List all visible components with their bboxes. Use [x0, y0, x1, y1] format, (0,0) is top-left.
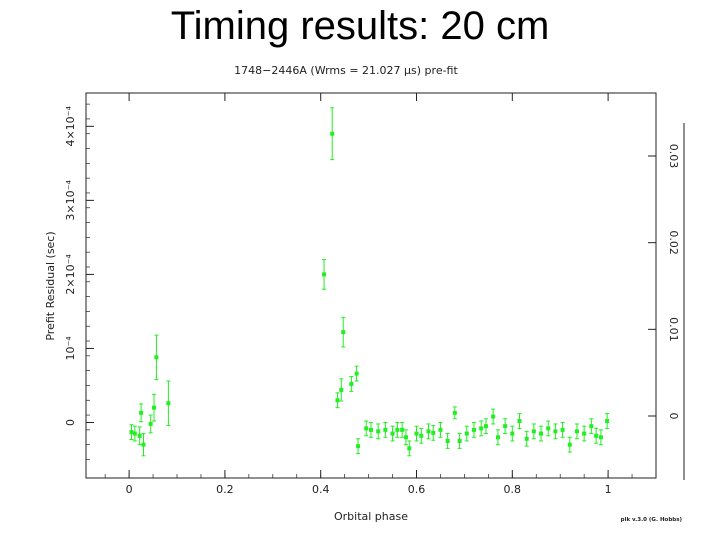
data-point	[426, 429, 431, 434]
data-point	[166, 401, 171, 406]
data-point	[445, 438, 450, 443]
data-point	[356, 444, 361, 449]
data-point	[129, 430, 134, 435]
y-tick-label: 10⁻⁴	[64, 336, 77, 361]
x-tick-label: 0	[126, 483, 133, 496]
right-tick-label: 0.03	[667, 144, 680, 169]
data-point	[354, 371, 359, 376]
right-tick-label: 0	[667, 413, 680, 420]
data-point	[431, 430, 436, 435]
data-point	[524, 436, 529, 441]
right-tick-label: 0.01	[667, 317, 680, 342]
data-point	[471, 427, 476, 432]
slide-title: Timing results: 20 cm	[170, 4, 550, 48]
data-point	[567, 442, 572, 447]
chart-marks: 0 0.2 0.4 0.6 0.8 1 0 10⁻⁴ 2×10⁻⁴ 3×10⁻⁴ 4×10⁻⁴ 0 0.…	[64, 93, 680, 496]
data-point	[598, 435, 603, 440]
x-tick-label: 0.6	[408, 483, 426, 496]
data-point	[594, 433, 599, 438]
data-point	[605, 418, 610, 423]
data-point	[483, 424, 488, 429]
data-point	[503, 424, 508, 429]
data-point	[403, 435, 408, 440]
data-point	[531, 429, 536, 434]
data-point	[457, 438, 462, 443]
data-point	[154, 355, 159, 360]
data-point	[400, 427, 405, 432]
y-tick-label: 2×10⁻⁴	[64, 254, 77, 295]
data-point	[517, 418, 522, 423]
data-point	[589, 424, 594, 429]
data-point	[479, 426, 484, 431]
data-point	[152, 405, 157, 410]
data-point	[438, 427, 443, 432]
x-axis-label: Orbital phase	[334, 510, 408, 523]
data-point	[148, 421, 153, 426]
chart-title: 1748−2446A (Wrms = 21.027 μs) pre-fit	[234, 64, 458, 77]
data-point	[395, 427, 400, 432]
data-point	[137, 433, 142, 438]
credit-label: plk v.3.0 (G. Hobbs)	[621, 517, 683, 523]
data-point	[582, 431, 587, 436]
data-point	[376, 429, 381, 434]
data-point	[390, 431, 395, 436]
y-tick-label: 3×10⁻⁴	[64, 180, 77, 221]
data-point	[141, 442, 146, 447]
data-point	[553, 429, 558, 434]
data-point	[322, 272, 327, 277]
data-point	[364, 426, 369, 431]
data-point	[414, 431, 419, 436]
y-tick-label: 4×10⁻⁴	[64, 106, 77, 147]
data-point	[464, 431, 469, 436]
data-point	[560, 427, 565, 432]
data-point	[510, 431, 515, 436]
data-point	[349, 381, 354, 386]
data-point	[407, 446, 412, 451]
data-point	[491, 414, 496, 419]
data-point	[419, 433, 424, 438]
x-tick-label: 0.8	[504, 483, 521, 496]
data-point	[574, 429, 579, 434]
data-point	[369, 427, 373, 432]
data-point	[546, 426, 551, 431]
y-axis-label: Prefit Residual (sec)	[44, 231, 57, 340]
data-point	[339, 387, 344, 392]
data-point	[341, 330, 346, 335]
x-tick-label: 0.4	[312, 483, 330, 496]
data-point	[330, 131, 335, 136]
data-point	[495, 435, 500, 440]
data-point	[335, 398, 340, 403]
data-point	[539, 431, 544, 436]
data-point	[383, 427, 388, 432]
data-point	[452, 410, 457, 415]
right-tick-label: 0.02	[667, 230, 680, 255]
plot-frame	[85, 92, 657, 479]
data-point	[132, 431, 137, 436]
x-tick-label: 0.2	[216, 483, 234, 496]
x-tick-label: 1	[605, 483, 612, 496]
y-tick-label: 0	[64, 419, 77, 426]
data-point	[139, 410, 144, 415]
